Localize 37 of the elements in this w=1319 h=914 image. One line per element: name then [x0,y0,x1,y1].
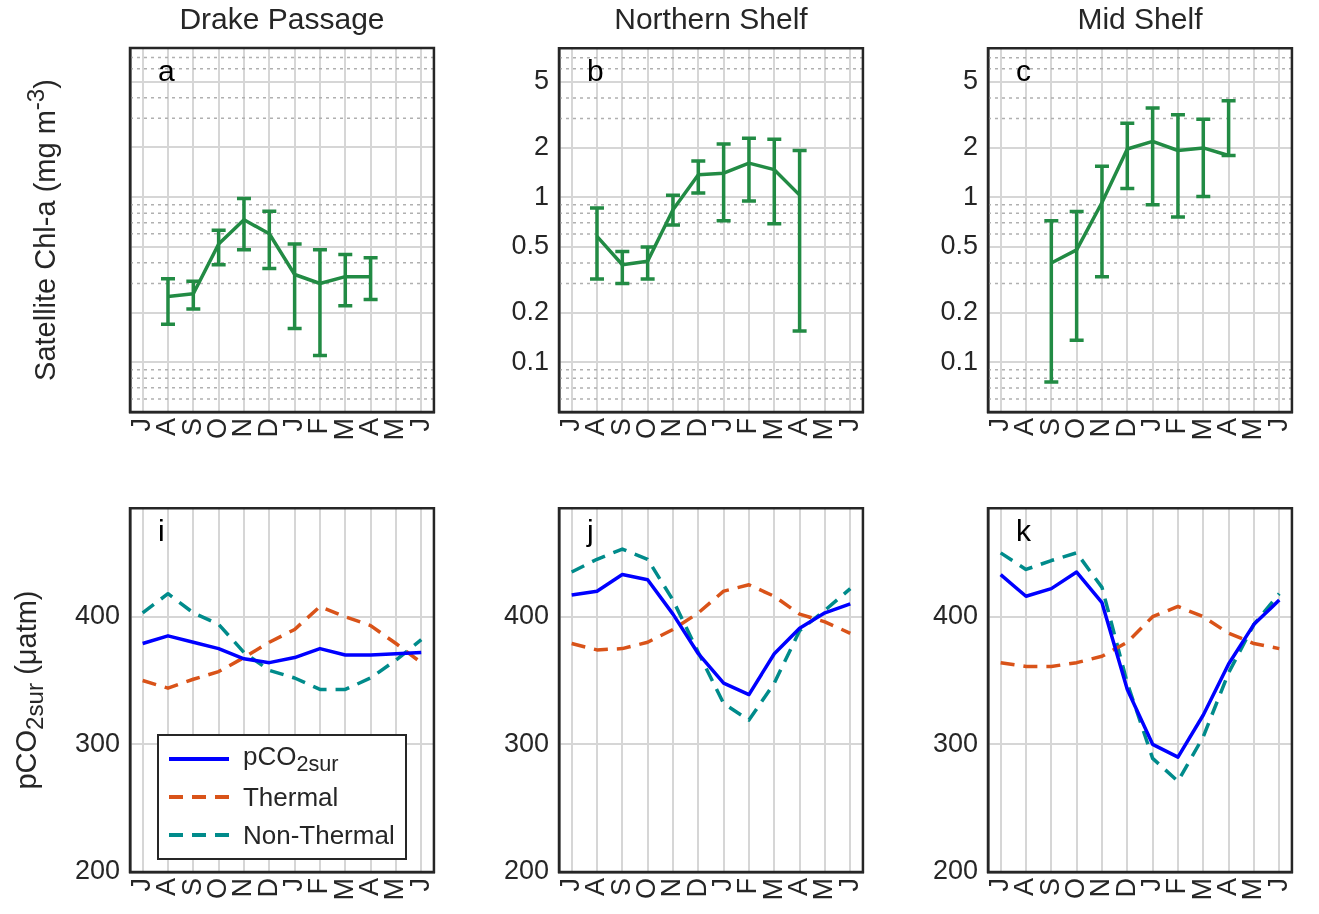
annotation: i [158,514,165,549]
annotation: j [587,514,594,549]
annotation: c [1016,54,1031,89]
line-series [569,583,853,652]
chart-title: Drake Passage [178,2,386,36]
y-tick-label: 2 [533,131,549,162]
y-tick-label: 5 [533,65,549,96]
annotation: a [158,54,175,88]
legend-label: Thermal [242,781,339,813]
y-tick-label: 400 [932,600,978,631]
line-series [569,547,853,722]
legend-label: Non-Thermal [242,819,395,851]
chart-title: Northern Shelf [613,2,809,37]
y-tick-label: 400 [503,600,549,631]
y-tick-label: 0.2 [940,296,978,327]
y-tick-label: 400 [74,600,120,631]
y-tick-label: 0.5 [940,230,978,261]
y-tick-label: 5 [962,65,978,96]
annotation: k [1016,514,1031,549]
line-series [998,551,1282,784]
y-tick-label: 0.5 [511,230,549,261]
line-series [998,604,1282,669]
legend-label: pCO$_{2sur}$ [242,740,339,778]
chart-title: Mid Shelf [1076,2,1204,37]
y-tick-label: 0.1 [511,345,549,376]
y-tick-label: 300 [74,727,120,758]
y-tick-label: 1 [962,180,978,211]
y-tick-label: 300 [932,727,978,758]
y-tick-label: 0.1 [940,345,978,376]
y-tick-label: 200 [74,855,120,886]
y-tick-label: 1 [533,180,549,211]
annotation: b [587,54,604,89]
y-tick-label: 0.2 [511,296,549,327]
y-tick-label: 200 [503,855,549,886]
y-tick-label: 2 [962,131,978,162]
y-tick-label: 300 [503,727,549,758]
y-tick-label: 200 [932,855,978,886]
